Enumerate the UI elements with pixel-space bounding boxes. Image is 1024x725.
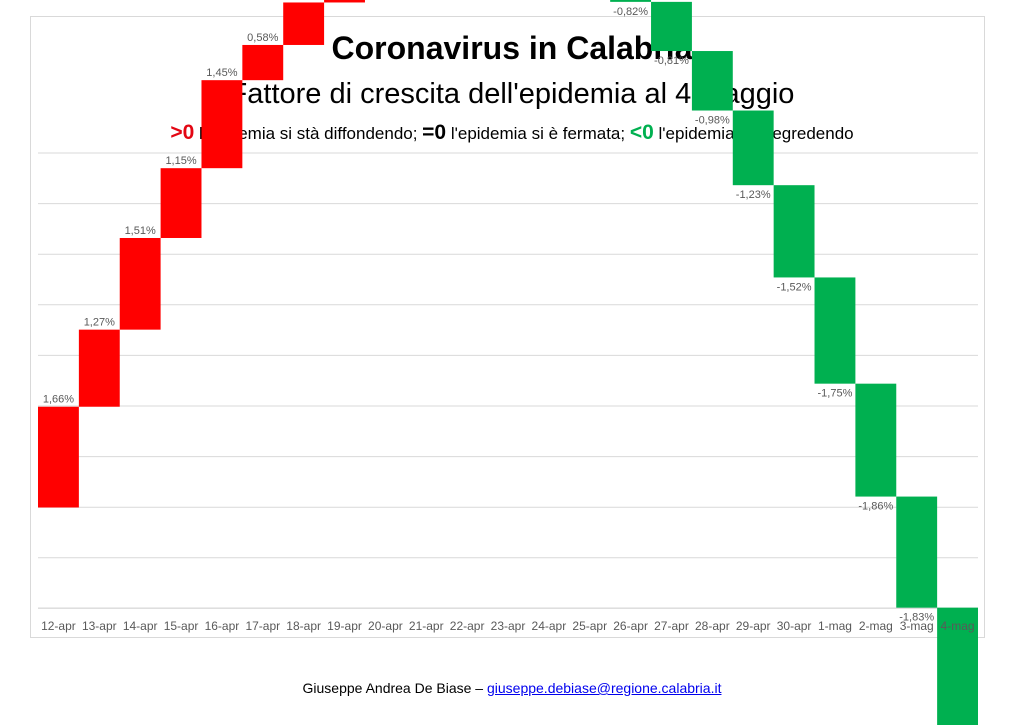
x-tick-label-13-apr: 13-apr [82,619,117,633]
bar-30-apr [773,185,815,278]
x-tick-label-12-apr: 12-apr [41,619,76,633]
x-tick-label-14-apr: 14-apr [123,619,158,633]
data-label-3-mag: -1,83% [899,612,934,624]
bar-15-apr [160,168,202,238]
bar-18-apr [283,2,325,45]
data-label-16-apr: 1,45% [206,67,237,79]
data-label-30-apr: -1,52% [777,281,812,293]
footer: Giuseppe Andrea De Biase – giuseppe.debi… [0,680,1024,696]
legend-positive-text: l'epidemia si stà diffondendo; [194,124,423,143]
chart-frame [30,16,985,638]
data-label-26-apr: -0,82% [613,6,648,18]
bar-3-mag [896,496,938,608]
x-tick-label-19-apr: 19-apr [327,619,362,633]
bar-12-apr [38,406,79,508]
bar-16-apr [201,80,243,169]
x-tick-label-2-mag: 2-mag [859,619,893,633]
x-tick-label-4-mag: 4-mag [941,619,975,633]
x-tick-label-25-apr: 25-apr [572,619,607,633]
bar-17-apr [242,44,284,81]
bar-2-mag [855,383,897,497]
data-label-27-apr: -0,81% [654,55,689,67]
footer-author: Giuseppe Andrea De Biase – [302,680,487,696]
legend-zero-text: l'epidemia si è fermata; [446,124,630,143]
data-label-28-apr: -0,98% [695,115,730,127]
bar-1-mag [814,277,856,384]
x-tick-label-29-apr: 29-apr [736,619,771,633]
bar-29-apr [732,110,774,186]
data-label-17-apr: 0,58% [247,32,278,44]
bar-26-apr [610,0,652,2]
x-tick-label-23-apr: 23-apr [491,619,526,633]
x-tick-label-26-apr: 26-apr [613,619,648,633]
bar-14-apr [119,237,161,330]
data-label-2-mag: -1,86% [858,501,893,513]
chart-title: Coronavirus in Calabria [331,30,693,66]
x-tick-label-20-apr: 20-apr [368,619,403,633]
bar-4-mag [937,607,978,725]
x-tick-label-3-mag: 3-mag [900,619,934,633]
x-tick-label-28-apr: 28-apr [695,619,730,633]
x-tick-label-30-apr: 30-apr [777,619,812,633]
x-tick-label-27-apr: 27-apr [654,619,689,633]
data-label-14-apr: 1,51% [125,225,156,237]
data-label-12-apr: 1,66% [43,394,74,406]
legend-zero-symbol: =0 [422,121,447,144]
bar-27-apr [651,1,692,52]
data-label-15-apr: 1,15% [165,155,196,167]
bar-19-apr [324,0,365,3]
legend-negative-symbol: <0 [629,121,654,144]
x-tick-label-17-apr: 17-apr [245,619,280,633]
legend-line: >0 l'epidemia si stà diffondendo; =0 l'e… [0,121,1024,145]
x-tick-label-24-apr: 24-apr [532,619,567,633]
data-label-13-apr: 1,27% [84,317,115,329]
x-tick-label-18-apr: 18-apr [286,619,321,633]
bar-28-apr [691,51,733,111]
footer-email-link[interactable]: giuseppe.debiase@regione.calabria.it [486,680,722,696]
data-label-29-apr: -1,23% [736,189,771,201]
data-label-18-apr: 0,70% [288,0,319,1]
data-label-1-mag: -1,75% [818,388,853,400]
x-tick-label-15-apr: 15-apr [164,619,199,633]
x-tick-label-22-apr: 22-apr [450,619,485,633]
x-tick-label-1-mag: 1-mag [818,619,852,633]
bar-13-apr [78,329,120,407]
legend-positive-symbol: >0 [170,121,195,144]
x-tick-label-16-apr: 16-apr [205,619,240,633]
x-tick-label-21-apr: 21-apr [409,619,444,633]
